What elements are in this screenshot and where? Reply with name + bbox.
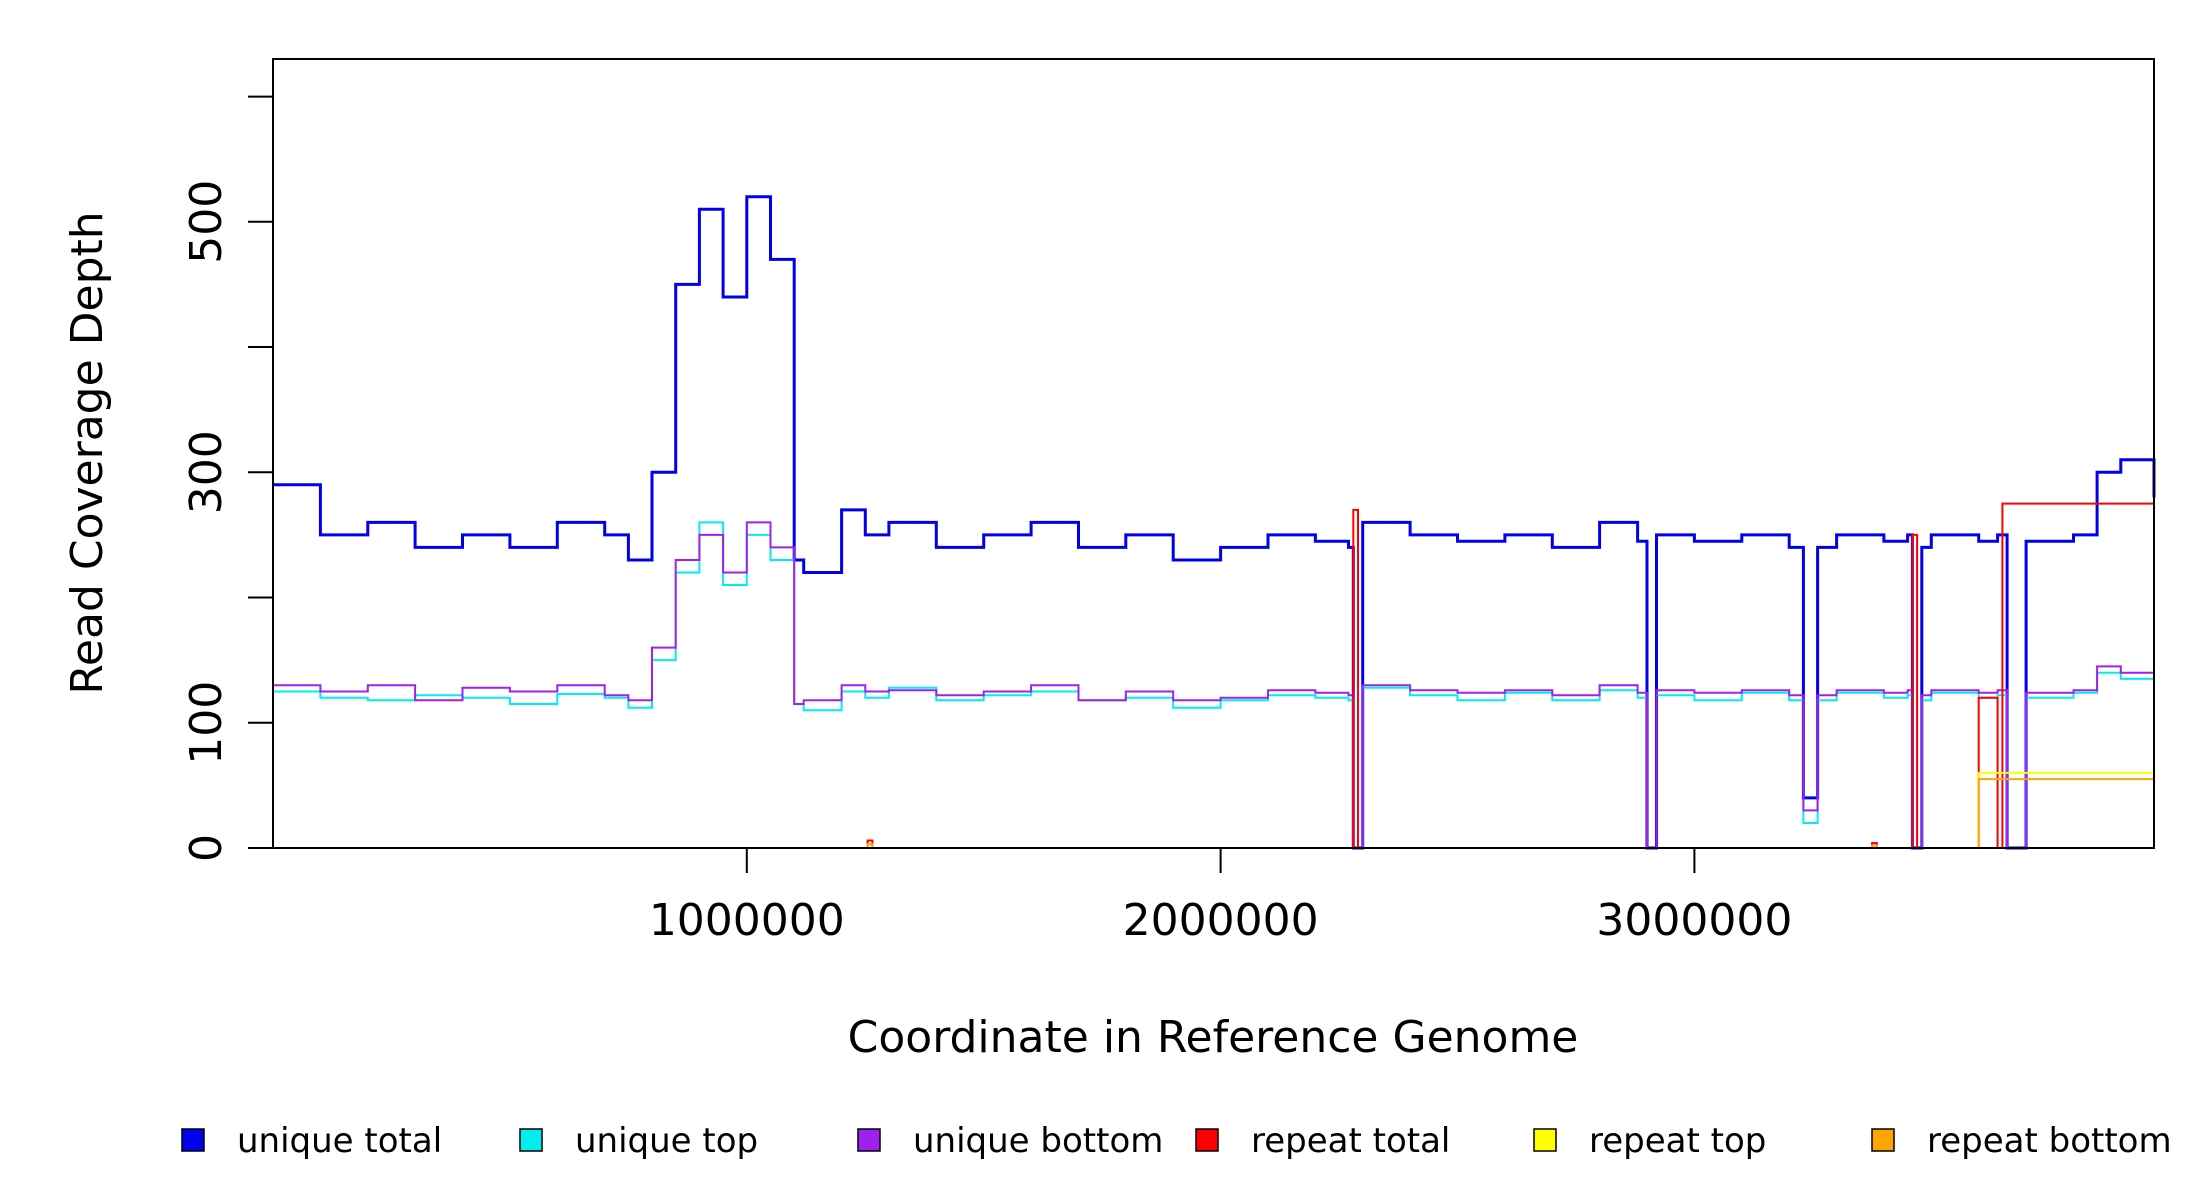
series-line-repeat-total xyxy=(273,502,2155,849)
x-tick-label: 3000000 xyxy=(1596,895,1792,946)
series-line-unique-bottom xyxy=(273,521,2155,849)
y-axis-title: Read Coverage Depth xyxy=(62,211,113,694)
legend-label-unique-bottom: unique bottom xyxy=(913,1121,1163,1161)
x-tick-label: 2000000 xyxy=(1123,895,1319,946)
y-tick-label: 100 xyxy=(181,681,232,765)
legend: unique total unique top unique bottom repea… xyxy=(181,1121,2172,1161)
legend-label-repeat-total: repeat total xyxy=(1251,1121,1450,1161)
series-line-repeat-top xyxy=(273,771,2155,849)
legend-swatch-unique-total xyxy=(181,1128,205,1152)
plot-frame xyxy=(272,58,2155,849)
series-layer xyxy=(273,195,2156,850)
legend-swatch-unique-top xyxy=(519,1128,543,1152)
series-line-unique-top xyxy=(273,521,2155,849)
series-line-repeat-bottom xyxy=(273,778,2155,849)
legend-label-repeat-bottom: repeat bottom xyxy=(1927,1121,2172,1161)
series-line-unique-total xyxy=(273,195,2156,850)
y-tick-label: 300 xyxy=(181,430,232,514)
y-tick-label: 500 xyxy=(181,180,232,264)
legend-swatch-unique-bottom xyxy=(857,1128,881,1152)
y-tick-label: 0 xyxy=(181,834,232,862)
x-axis-title: Coordinate in Reference Genome xyxy=(848,1012,1579,1063)
legend-label-unique-top: unique top xyxy=(575,1121,758,1161)
x-axis: 1000000 2000000 3000000 xyxy=(649,848,1792,946)
legend-label-unique-total: unique total xyxy=(237,1121,442,1161)
y-axis: 0 100 300 500 xyxy=(181,95,273,862)
legend-swatch-repeat-top xyxy=(1533,1128,1557,1152)
legend-swatch-repeat-total xyxy=(1195,1128,1219,1152)
legend-swatch-repeat-bottom xyxy=(1871,1128,1895,1152)
x-tick-label: 1000000 xyxy=(649,895,845,946)
legend-label-repeat-top: repeat top xyxy=(1589,1121,1766,1161)
